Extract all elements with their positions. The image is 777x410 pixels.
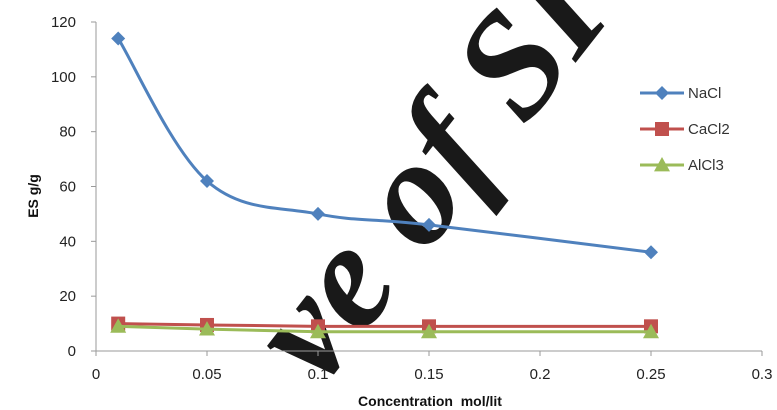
legend-label: CaCl2 bbox=[688, 121, 730, 138]
x-tick-label: 0 bbox=[92, 366, 100, 383]
x-tick-label: 0.2 bbox=[530, 366, 551, 383]
series-nacl bbox=[111, 31, 658, 260]
y-tick-label: 100 bbox=[51, 69, 76, 86]
data-point-nacl bbox=[311, 206, 325, 221]
watermark-text: ve of SI bbox=[215, 0, 641, 410]
x-tick-label: 0.3 bbox=[752, 366, 773, 383]
data-point-alcl3 bbox=[421, 323, 437, 339]
data-point-nacl bbox=[644, 245, 658, 260]
legend-label: AlCl3 bbox=[688, 157, 724, 174]
legend-marker bbox=[654, 157, 670, 172]
legend-marker bbox=[655, 122, 669, 136]
x-tick-label: 0.25 bbox=[636, 366, 665, 383]
x-tick-label: 0.15 bbox=[414, 366, 443, 383]
data-point-nacl bbox=[422, 217, 436, 232]
data-point-alcl3 bbox=[643, 323, 659, 339]
legend-item-cacl2: CaCl2 bbox=[640, 121, 730, 138]
y-tick-label: 60 bbox=[59, 179, 76, 196]
data-point-alcl3 bbox=[110, 318, 127, 333]
y-tick-label: 80 bbox=[59, 124, 76, 141]
axes: 0 20 40 60 80 100 120 0 0.05 0.1 0.15 0.2 0.25 0.3 bbox=[51, 14, 772, 383]
x-tick-label: 0.05 bbox=[192, 366, 221, 383]
y-tick-label: 40 bbox=[59, 233, 76, 250]
y-axis-title: ES g/g bbox=[25, 174, 41, 218]
legend-item-nacl: NaCl bbox=[640, 85, 721, 102]
data-point-nacl bbox=[111, 31, 126, 46]
series-alcl3 bbox=[110, 318, 659, 339]
x-axis-title: Concentration mol/lit bbox=[358, 393, 502, 409]
y-tick-label: 0 bbox=[68, 343, 76, 360]
legend-label: NaCl bbox=[688, 85, 721, 102]
x-tick-label: 0.1 bbox=[308, 366, 329, 383]
data-point-nacl bbox=[200, 174, 214, 189]
legend-marker bbox=[655, 86, 669, 100]
legend: NaCl CaCl2 AlCl3 bbox=[640, 85, 730, 174]
y-tick-label: 20 bbox=[59, 288, 76, 305]
y-tick-label: 120 bbox=[51, 14, 76, 31]
data-point-alcl3 bbox=[199, 321, 215, 336]
series-layer bbox=[110, 31, 659, 339]
legend-item-alcl3: AlCl3 bbox=[640, 157, 724, 174]
data-point-alcl3 bbox=[310, 323, 326, 339]
